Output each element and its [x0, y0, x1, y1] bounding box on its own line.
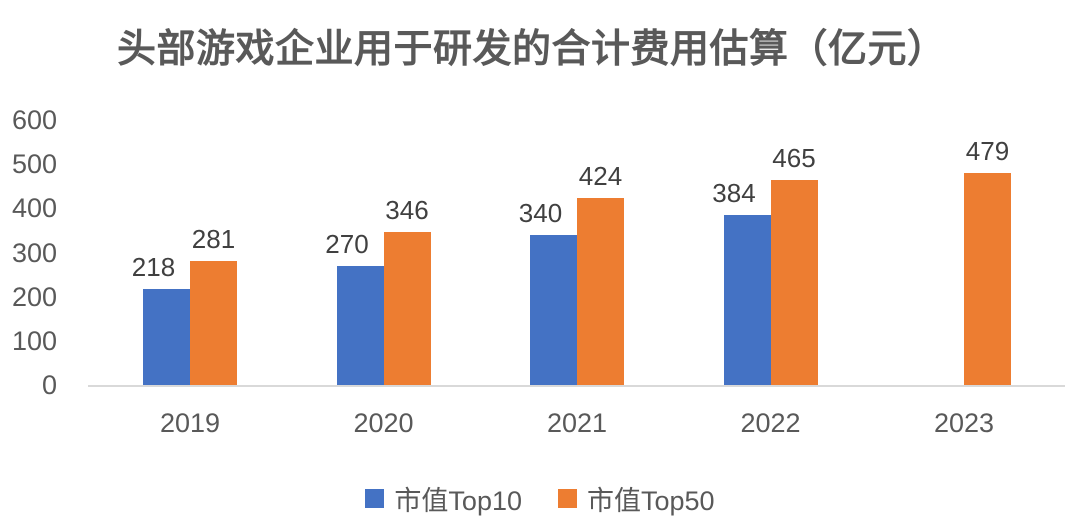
legend-swatch-icon — [365, 489, 385, 508]
data-label-市值Top50-2019: 281 — [191, 223, 236, 254]
legend: 市值Top10 市值Top50 — [0, 479, 1080, 518]
y-axis-tick-label: 200 — [11, 281, 57, 312]
data-label-市值Top50-2021: 424 — [578, 160, 623, 191]
legend-label: 市值Top10 — [394, 486, 522, 516]
legend-item-市值Top50: 市值Top50 — [558, 479, 715, 518]
x-axis-label-2022: 2022 — [740, 408, 801, 438]
data-label-市值Top50-2022: 465 — [772, 142, 816, 173]
x-axis-label-2023: 2023 — [933, 408, 995, 438]
bar-市值Top50-2021 — [577, 197, 624, 385]
bar-市值Top10-2021 — [530, 234, 577, 385]
legend-swatch-icon — [558, 489, 577, 508]
y-axis-tick-label: 100 — [11, 325, 57, 356]
bar-市值Top10-2022 — [723, 215, 771, 385]
bar-市值Top50-2019 — [190, 260, 237, 385]
y-axis-tick-label: 500 — [11, 149, 57, 180]
chart-title: 头部游戏企业用于研发的合计费用估算（亿元） — [117, 28, 947, 71]
data-label-市值Top50-2023: 479 — [965, 136, 1010, 167]
x-axis-label-2019: 2019 — [159, 408, 221, 438]
data-label-市值Top10-2021: 340 — [518, 197, 563, 228]
y-axis-tick-label: 400 — [11, 193, 57, 224]
bar-市值Top50-2020 — [383, 232, 431, 385]
y-axis-tick-label: 300 — [11, 237, 57, 268]
y-axis-tick-label: 600 — [11, 105, 57, 135]
bar-市值Top50-2022 — [770, 179, 818, 385]
x-axis-line — [88, 385, 1065, 387]
y-axis-tick-label: 0 — [41, 370, 57, 400]
x-axis-label-2021: 2021 — [546, 408, 608, 438]
x-axis-label-2020: 2020 — [353, 408, 414, 438]
legend-item-市值Top10: 市值Top10 — [365, 479, 522, 518]
legend-label: 市值Top50 — [587, 486, 715, 516]
bar-市值Top10-2019 — [143, 288, 190, 385]
data-label-市值Top10-2022: 384 — [712, 178, 756, 209]
bar-市值Top50-2023 — [964, 173, 1011, 385]
data-label-市值Top50-2020: 346 — [385, 195, 429, 226]
data-label-市值Top10-2019: 218 — [131, 251, 176, 282]
data-label-市值Top10-2020: 270 — [325, 228, 369, 259]
bar-市值Top10-2020 — [336, 265, 384, 385]
